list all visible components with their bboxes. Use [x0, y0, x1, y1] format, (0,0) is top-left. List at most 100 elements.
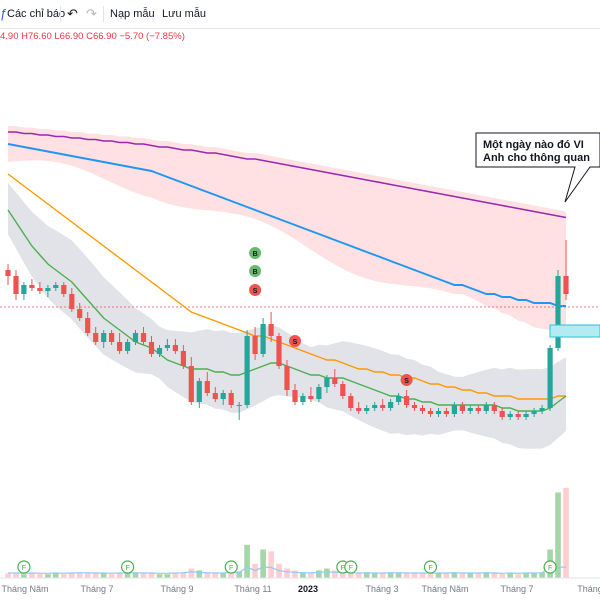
volume-bar — [180, 572, 187, 578]
candle-body — [419, 408, 426, 411]
volume-bar — [228, 572, 234, 578]
candle-body — [236, 405, 242, 406]
candle — [316, 384, 322, 402]
candle-body — [260, 324, 266, 354]
sell-marker-label: S — [253, 288, 258, 295]
event-marker-label: F — [428, 565, 432, 572]
volume-bar — [53, 573, 59, 579]
volume-bar — [148, 573, 155, 579]
candle — [45, 285, 51, 297]
volume-bar — [316, 570, 322, 578]
candle — [419, 405, 426, 414]
volume-bar — [523, 573, 529, 579]
volume-bar — [132, 572, 139, 578]
candle — [515, 411, 521, 420]
candle-body — [53, 285, 59, 288]
sell-marker-dot — [249, 284, 262, 296]
indicators-icon[interactable]: ƒ — [0, 6, 8, 21]
candle — [523, 411, 529, 420]
volume-bar — [515, 574, 521, 578]
x-tick-label: Tháng 9 — [160, 584, 193, 594]
candle — [268, 312, 274, 342]
buy-marker-dot — [249, 265, 262, 277]
candle — [140, 327, 147, 345]
volume-bar — [292, 570, 298, 578]
volume-bar — [284, 568, 290, 578]
event-marker: F — [224, 560, 238, 574]
candle-body — [228, 393, 234, 405]
volume-bar — [539, 572, 545, 578]
candle — [85, 312, 91, 336]
event-marker-ring — [120, 560, 135, 574]
candle — [539, 405, 545, 414]
candle-body — [380, 405, 386, 408]
candle — [93, 327, 99, 345]
candle-body — [117, 342, 123, 351]
candle-body — [45, 288, 51, 291]
candle-body — [435, 411, 442, 414]
save-template-button[interactable]: Lưu mẫu — [162, 8, 207, 20]
volume-bar — [196, 570, 203, 578]
candle-body — [196, 381, 202, 402]
indicators-button[interactable]: Các chỉ báo — [7, 8, 66, 20]
candle-body — [467, 408, 473, 411]
candle-body — [85, 318, 91, 333]
candle — [396, 393, 402, 405]
volume-bar — [531, 573, 537, 579]
candle — [204, 372, 210, 396]
event-marker-ring — [17, 560, 31, 574]
x-tick-label: Tháng Năm — [1, 584, 48, 594]
event-marker-ring — [344, 560, 358, 574]
candle — [276, 333, 282, 369]
volume-bar — [403, 573, 410, 579]
candle — [451, 402, 457, 417]
toolbar-divider — [103, 6, 104, 22]
redo-icon[interactable]: ↷ — [86, 6, 97, 21]
candle-body — [21, 285, 27, 294]
volume-bar — [475, 573, 482, 579]
volume-bar — [37, 574, 43, 578]
candle — [411, 402, 418, 411]
candle — [236, 402, 242, 420]
candle — [5, 264, 11, 285]
candle — [260, 318, 266, 357]
volume-bar — [340, 570, 346, 578]
candle-body — [204, 381, 210, 393]
x-tick-label: Tháng 3 — [365, 584, 398, 594]
volume-bar — [108, 574, 115, 578]
load-template-button[interactable]: Nạp mẫu — [110, 8, 155, 20]
candle-body — [523, 414, 529, 417]
sell-marker-label: S — [404, 378, 409, 385]
candle-body — [451, 405, 457, 414]
x-tick-label: Tháng 11 — [234, 584, 271, 594]
ma-mid-line — [7, 173, 566, 400]
candle-body — [491, 405, 497, 411]
candle-body — [475, 408, 481, 411]
candle — [427, 408, 434, 417]
price-zone-box — [549, 324, 600, 338]
volume-bar — [76, 572, 83, 578]
volume-bar — [371, 573, 378, 579]
top-toolbar: ƒ Các chỉ báo ↶ ↷ Nạp mẫu Lưu mẫu — [0, 0, 600, 29]
candle-body — [5, 270, 11, 276]
buy-marker-label: B — [253, 251, 258, 258]
candle — [29, 279, 35, 291]
candle-body — [37, 288, 43, 291]
volume-bar — [427, 574, 434, 578]
event-marker-ring — [543, 560, 557, 574]
toolbar-divider — [60, 6, 61, 22]
candle — [356, 402, 362, 414]
volume-bar — [29, 573, 35, 579]
volume-bar — [172, 573, 179, 579]
event-marker-label: F — [125, 565, 129, 572]
buy-marker-label: B — [253, 269, 258, 276]
candle-body — [276, 336, 282, 366]
candle — [332, 369, 338, 387]
event-marker-label: F — [349, 565, 353, 572]
undo-icon[interactable]: ↶ — [67, 6, 78, 21]
annotation-callout[interactable]: Một ngày nào đó VI Anh cho thông quan — [475, 132, 600, 203]
volume-bar — [212, 573, 219, 579]
volume-bar — [244, 544, 250, 579]
candle-body — [132, 333, 139, 342]
